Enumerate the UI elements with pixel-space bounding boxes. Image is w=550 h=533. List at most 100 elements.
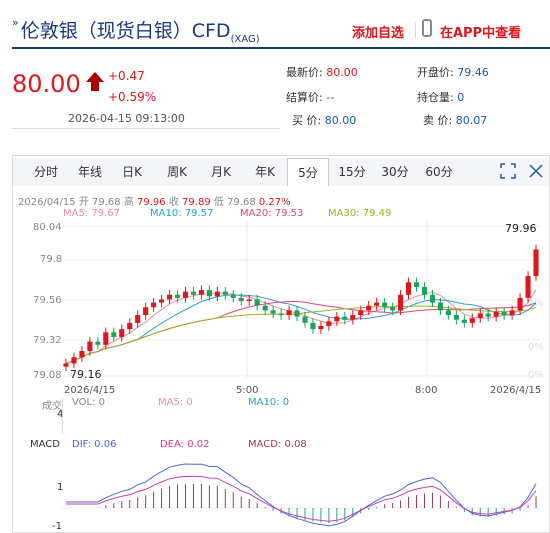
candle-body	[398, 294, 404, 311]
quote-datetime: 2026-04-15 09:13:00	[68, 112, 185, 125]
candle-body	[525, 276, 531, 298]
ohlc-close: 79.89	[182, 197, 211, 208]
tab-weekly-k[interactable]: 周K	[167, 165, 187, 179]
volume-value: VOL: 0	[72, 397, 106, 408]
macd-label: MACD	[30, 439, 60, 450]
candle-body	[214, 291, 220, 297]
ohlc-close-label: 收	[168, 197, 179, 208]
volume-ma10: MA10: 0	[248, 397, 290, 408]
x-tick-3: 8:00	[415, 385, 438, 396]
change-percent: +0.59%	[108, 90, 157, 104]
candle-body	[270, 310, 276, 314]
candle-body	[477, 313, 483, 319]
title-text: 伦敦银（现货白银）CFD	[20, 20, 231, 42]
header-divider	[12, 47, 550, 49]
tab-30min[interactable]: 30分	[381, 165, 409, 179]
candle-body	[151, 302, 157, 308]
close-icon[interactable]	[528, 163, 544, 179]
candle-body	[461, 319, 467, 323]
volume-label: 成交	[42, 401, 62, 412]
ma5-legend: MA5: 79.67	[63, 208, 121, 219]
ma20-legend: MA20: 79.53	[240, 208, 304, 219]
min-price-label: 79.16	[70, 368, 102, 381]
candle-body	[366, 305, 372, 311]
instrument-title: » 伦敦银（现货白银）CFD(XAG)	[12, 16, 260, 45]
settle-value: --	[326, 91, 335, 104]
candle-body	[143, 307, 149, 316]
candle-body	[318, 326, 324, 330]
candle-body	[119, 329, 125, 337]
tab-year-line[interactable]: 年线	[77, 165, 102, 179]
ohlc-line: 2026/04/15 开 79.68 高 79.96 收 79.89 低 79.…	[18, 193, 291, 208]
tab-15min[interactable]: 15分	[338, 165, 366, 179]
open-interest-row: 持仓量: 0	[417, 89, 464, 105]
candle-body	[509, 310, 515, 316]
macd-dif: DIF: 0.06	[72, 439, 117, 450]
add-watchlist-button[interactable]: 添加自选	[352, 26, 405, 41]
candle-body	[358, 310, 364, 316]
candle-body	[167, 294, 173, 300]
open-label: 开盘价:	[417, 66, 454, 79]
candle-body	[406, 282, 412, 295]
candle-body	[87, 341, 93, 351]
candle-body	[71, 357, 77, 364]
candle-body	[493, 311, 499, 317]
tab-monthly-k[interactable]: 月K	[211, 165, 231, 179]
macd-top: 1	[57, 482, 64, 493]
dea-line	[66, 475, 537, 522]
ma20-line	[65, 301, 537, 364]
candle-body	[517, 297, 523, 311]
candle-body	[246, 299, 252, 301]
candle-body	[254, 299, 260, 306]
candle-body	[190, 291, 196, 295]
open-value: 79.46	[457, 66, 489, 79]
candle-body	[63, 363, 69, 367]
candle-body	[302, 316, 308, 323]
price-change: +0.47 +0.59%	[108, 66, 156, 108]
tab-60min[interactable]: 60分	[425, 165, 453, 179]
bid-price-row: 买 价: 80.00	[292, 112, 356, 128]
candlestick-chart[interactable]	[62, 220, 540, 380]
bid-label: 买 价:	[292, 114, 322, 127]
candle-body	[294, 310, 300, 317]
macd-dea: DEA: 0.02	[160, 439, 210, 450]
candle-body	[350, 315, 356, 320]
candle-body	[238, 297, 244, 301]
candle-body	[445, 310, 451, 316]
ma10-legend: MA10: 79.57	[150, 208, 214, 219]
candle-body	[103, 332, 109, 345]
settle-label: 结算价:	[286, 91, 323, 104]
phone-icon	[422, 19, 432, 37]
settle-price-row: 结算价: --	[286, 89, 334, 105]
bid-value: 80.00	[324, 114, 357, 127]
view-in-app-link[interactable]: 在APP中查看	[440, 26, 522, 41]
period-tabs	[13, 158, 549, 186]
ohlc-open-label: 开	[78, 197, 89, 208]
tab-yearly-k[interactable]: 年K	[255, 165, 275, 179]
latest-value: 80.00	[326, 66, 358, 79]
current-price: 80.00	[12, 70, 81, 98]
divider	[415, 22, 416, 38]
volume-scale: 4	[57, 409, 64, 420]
ma5-line	[65, 289, 537, 364]
y-tick-4: 79.32	[33, 335, 62, 346]
candle-body	[501, 311, 507, 316]
tab-timeshare[interactable]: 分时	[33, 165, 58, 179]
macd-chart[interactable]	[62, 453, 540, 531]
candle-body	[159, 299, 165, 303]
candle-body	[485, 313, 491, 317]
candle-body	[230, 294, 236, 298]
x-tick-4: 2026/4/15	[490, 385, 542, 396]
tab-5min[interactable]: 5分	[287, 158, 329, 186]
candle-body	[413, 282, 420, 287]
candle-body	[222, 291, 228, 295]
candle-body	[278, 313, 284, 316]
candle-body	[174, 294, 181, 298]
x-tick-1: 2026/4/15	[64, 385, 116, 396]
tab-daily-k[interactable]: 日K	[122, 165, 142, 179]
candle-body	[453, 315, 459, 320]
ma30-legend: MA30: 79.49	[328, 208, 392, 219]
y-tick-2: 79.8	[40, 254, 63, 265]
fullscreen-icon[interactable]	[500, 163, 516, 179]
macd-value: MACD: 0.08	[248, 439, 307, 450]
